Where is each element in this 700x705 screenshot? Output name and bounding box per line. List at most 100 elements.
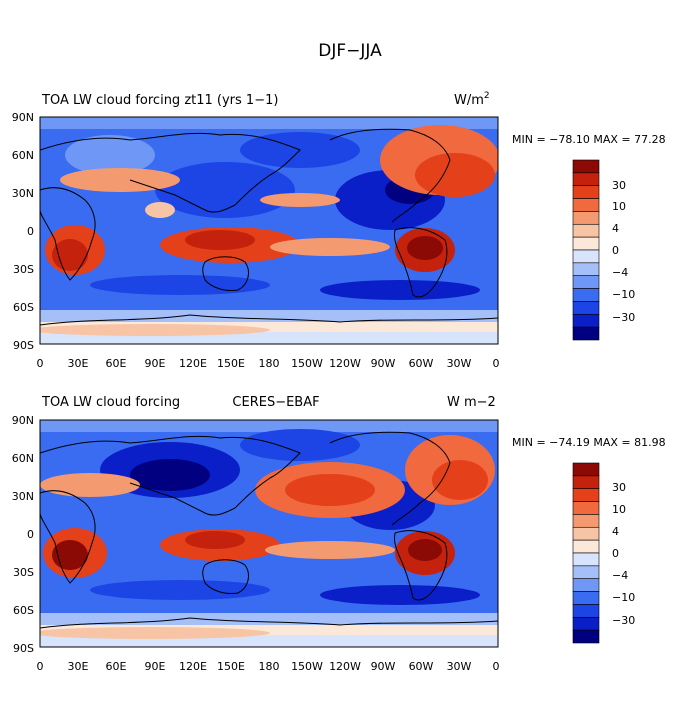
field-patch <box>265 541 395 559</box>
tick-label: 150W <box>291 660 323 673</box>
tick-label: 90S <box>13 339 34 352</box>
colorbar-box <box>572 223 600 238</box>
colorbar-box <box>572 172 600 187</box>
panel-2-frame <box>39 419 499 648</box>
colorbar-label: −30 <box>612 614 635 627</box>
tick-label: 90S <box>13 642 34 655</box>
panel-2-units: W m−2 <box>447 395 496 410</box>
panel-1-map <box>39 116 499 345</box>
tick-label: 0 <box>37 660 44 673</box>
colorbar-box <box>572 326 600 341</box>
colorbar-label: −10 <box>612 288 635 301</box>
panel-2-coastlines <box>40 431 498 629</box>
panel-1: TOA LW cloud forcing zt11 (yrs 1−1) W/m2 <box>12 91 666 370</box>
tick-label: 120W <box>329 357 361 370</box>
panel-2-field <box>40 420 498 647</box>
colorbar-label: −10 <box>612 591 635 604</box>
panel-1-frame <box>39 116 499 345</box>
panel-2-colorbar-boxes <box>572 462 600 644</box>
panel-2-title-center: CERES−EBAF <box>232 395 319 410</box>
field-patch <box>40 625 498 635</box>
field-patch <box>320 280 480 300</box>
field-patch <box>40 322 498 332</box>
field-patch <box>407 236 443 260</box>
tick-label: 90N <box>12 111 34 124</box>
panel-2-lon-ticks: 0 30E 60E 90E 120E 150E 180 150W 120W 90… <box>37 660 500 673</box>
panel-2: TOA LW cloud forcing CERES−EBAF W m−2 <box>12 395 666 673</box>
colorbar-box <box>572 211 600 225</box>
tick-label: 60E <box>106 660 127 673</box>
colorbar-box <box>572 526 600 541</box>
tick-label: 30W <box>447 357 472 370</box>
tick-label: 30N <box>12 490 34 503</box>
field-patch <box>155 162 295 218</box>
tick-label: 60W <box>409 660 434 673</box>
panel-1-colorbar: 30 10 4 0 −4 −10 −30 <box>572 159 635 341</box>
colorbar-label: 0 <box>612 547 619 560</box>
colorbar-box <box>572 501 600 515</box>
north-america-coastline <box>329 128 451 223</box>
colorbar-box <box>572 604 600 618</box>
tick-label: 0 <box>37 357 44 370</box>
tick-label: 180 <box>259 357 280 370</box>
colorbar-box <box>572 313 600 328</box>
panel-1-coastlines <box>40 128 498 326</box>
africa-coastline <box>40 490 96 584</box>
field-patch <box>40 324 270 336</box>
antarctica-coastline <box>40 314 498 326</box>
tick-label: 30S <box>13 263 34 276</box>
field-patch <box>408 539 442 561</box>
field-patch <box>145 202 175 218</box>
tick-label: 30N <box>12 187 34 200</box>
colorbar-box <box>572 565 600 580</box>
south-america-coastline <box>393 530 448 601</box>
field-patch <box>52 239 88 271</box>
panel-1-field <box>40 117 498 344</box>
panel-1-units: W/m2 <box>454 91 490 108</box>
colorbar-box <box>572 616 600 631</box>
page-title: DJF−JJA <box>318 41 382 61</box>
colorbar-label: 4 <box>612 525 619 538</box>
field-patch <box>185 230 255 250</box>
field-patch <box>40 420 498 432</box>
field-patch <box>40 473 140 497</box>
colorbar-box <box>572 462 600 477</box>
south-america-coastline <box>393 227 448 298</box>
tick-label: 90W <box>371 357 396 370</box>
colorbar-box <box>572 159 600 174</box>
colorbar-box <box>572 262 600 277</box>
tick-label: 120E <box>179 357 207 370</box>
colorbar-box <box>572 539 600 554</box>
antarctica-coastline <box>40 617 498 629</box>
field-patch <box>285 474 375 506</box>
field-patch <box>432 460 488 500</box>
colorbar-box <box>572 236 600 251</box>
colorbar-box <box>572 185 600 199</box>
colorbar-box <box>572 198 600 212</box>
colorbar-box <box>572 514 600 528</box>
eurasia-coastline <box>40 132 301 213</box>
colorbar-box <box>572 249 600 264</box>
panel-1-lon-ticks: 0 30E 60E 90E 120E 150E 180 150W 120W 90… <box>37 357 500 370</box>
panel-1-colorbar-boxes <box>572 159 600 341</box>
field-patch <box>60 168 180 192</box>
tick-label: 0 <box>27 225 34 238</box>
tick-label: 150E <box>217 660 245 673</box>
panel-2-colorbar: 30 10 4 0 −4 −10 −30 <box>572 462 635 644</box>
panel-1-title-left: TOA LW cloud forcing zt11 (yrs 1−1) <box>41 93 278 108</box>
colorbar-label: −4 <box>612 266 628 279</box>
colorbar-box <box>572 475 600 490</box>
colorbar-box <box>572 488 600 502</box>
colorbar-label: −30 <box>612 311 635 324</box>
tick-label: 90W <box>371 660 396 673</box>
field-patch <box>90 275 270 295</box>
north-america-coastline <box>329 431 451 526</box>
colorbar-box <box>572 578 600 592</box>
tick-label: 60W <box>409 357 434 370</box>
tick-label: 120E <box>179 660 207 673</box>
tick-label: 30W <box>447 660 472 673</box>
tick-label: 90E <box>145 660 166 673</box>
australia-coastline <box>202 256 249 291</box>
